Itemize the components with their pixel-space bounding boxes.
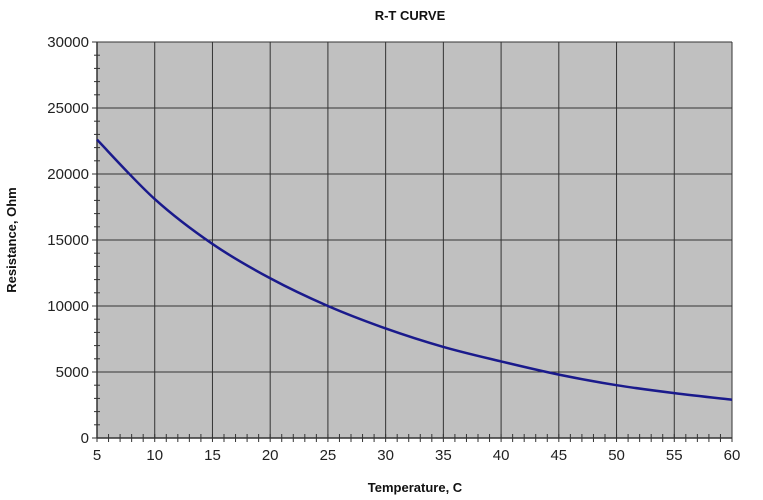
y-tick-label: 10000 bbox=[47, 298, 89, 315]
chart-title: R-T CURVE bbox=[375, 8, 446, 23]
x-tick-label: 45 bbox=[550, 447, 567, 464]
y-tick-label: 30000 bbox=[47, 34, 89, 51]
y-tick-label: 20000 bbox=[47, 166, 89, 183]
y-tick-label: 0 bbox=[81, 430, 89, 447]
x-tick-label: 25 bbox=[320, 447, 337, 464]
series-line-rt bbox=[96, 138, 733, 401]
x-tick-label: 35 bbox=[435, 447, 452, 464]
y-tick-label: 5000 bbox=[56, 364, 89, 381]
y-axis-label: Resistance, Ohm bbox=[4, 187, 19, 293]
x-tick-label: 60 bbox=[724, 447, 741, 464]
x-tick-label: 5 bbox=[93, 447, 101, 464]
x-tick-label: 50 bbox=[608, 447, 625, 464]
x-tick-label: 30 bbox=[377, 447, 394, 464]
y-tick-label: 15000 bbox=[47, 232, 89, 249]
x-tick-label: 55 bbox=[666, 447, 683, 464]
y-tick-label: 25000 bbox=[47, 100, 89, 117]
x-tick-label: 15 bbox=[204, 447, 221, 464]
x-tick-label: 40 bbox=[493, 447, 510, 464]
x-tick-label: 20 bbox=[262, 447, 279, 464]
x-tick-label: 10 bbox=[146, 447, 163, 464]
x-axis-label: Temperature, C bbox=[368, 480, 463, 495]
